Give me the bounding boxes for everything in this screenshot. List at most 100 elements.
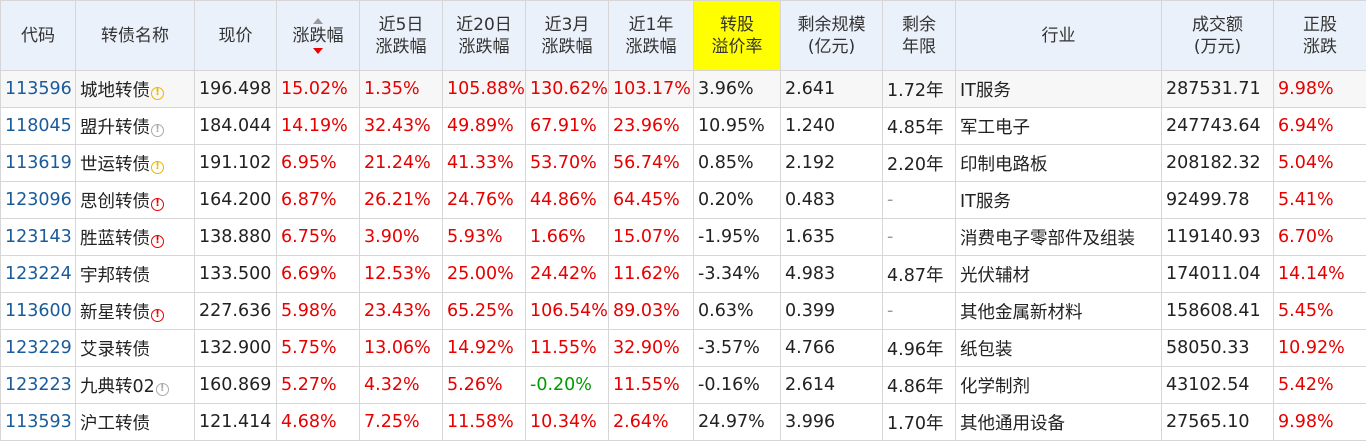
cell-name[interactable]: 宇邦转债 — [75, 255, 195, 293]
cell-stock: 5.45% — [1273, 292, 1366, 330]
cell-chg20d: 5.26% — [442, 366, 526, 404]
col-header-premium[interactable]: 转股 溢价率 — [693, 0, 781, 71]
info-icon[interactable]: ! — [151, 123, 164, 137]
cell-name[interactable]: 艾录转债 — [75, 329, 195, 367]
cell-code[interactable]: 123224 — [0, 255, 76, 293]
col-header-chg20d[interactable]: 近20日 涨跌幅 — [442, 0, 526, 71]
cell-years: 1.72年 — [882, 70, 956, 108]
header-line: 剩余规模 — [797, 14, 866, 35]
info-icon[interactable]: ! — [151, 234, 164, 248]
cell-code[interactable]: 113593 — [0, 403, 76, 441]
col-header-chg3m[interactable]: 近3月 涨跌幅 — [525, 0, 609, 71]
bond-name[interactable]: 沪工转债 — [80, 413, 150, 434]
cell-years: - — [882, 292, 956, 330]
cell-code[interactable]: 113619 — [0, 144, 76, 182]
col-header-industry[interactable]: 行业 — [955, 0, 1162, 71]
table-row[interactable]: 123223 九典转02! 160.869 5.27% 4.32% 5.26% -0.20%… — [0, 366, 1366, 404]
bond-name[interactable]: 艾录转债 — [80, 339, 150, 360]
table-row[interactable]: 113596 城地转债! 196.498 15.02% 1.35% 105.88% 130.… — [0, 70, 1366, 108]
bond-name[interactable]: 九典转02 — [80, 376, 155, 397]
table-row[interactable]: 113593 沪工转债 121.414 4.68% 7.25% 11.58% 10.34% 2… — [0, 403, 1366, 441]
bond-name[interactable]: 城地转债 — [80, 80, 150, 101]
cell-scale: 3.996 — [780, 403, 883, 441]
col-header-chg5d[interactable]: 近5日 涨跌幅 — [359, 0, 443, 71]
cell-code[interactable]: 123096 — [0, 181, 76, 219]
col-header-stock-change[interactable]: 正股 涨跌 — [1273, 0, 1366, 71]
bond-name[interactable]: 思创转债 — [80, 191, 150, 212]
cell-name[interactable]: 思创转债! — [75, 181, 195, 219]
cell-industry: 军工电子 — [955, 107, 1162, 145]
cell-code[interactable]: 123229 — [0, 329, 76, 367]
header-line: 年限 — [902, 36, 936, 57]
sort-up-icon[interactable] — [313, 17, 323, 24]
cell-premium: 0.85% — [693, 144, 781, 182]
info-icon[interactable]: ! — [155, 382, 169, 396]
cell-name[interactable]: 新星转债! — [75, 292, 195, 330]
cell-industry: IT服务 — [955, 70, 1162, 108]
col-header-change[interactable]: 涨跌幅 — [276, 0, 360, 71]
col-header-years[interactable]: 剩余 年限 — [882, 0, 956, 71]
cell-code[interactable]: 123223 — [0, 366, 76, 404]
cell-chg3m: 106.54% — [525, 292, 609, 330]
cell-price: 164.200 — [194, 181, 277, 219]
cell-industry: 其他金属新材料 — [955, 292, 1162, 330]
header-line: 涨跌幅 — [625, 36, 677, 57]
cell-name[interactable]: 胜蓝转债! — [75, 218, 195, 256]
header-line: 剩余 — [902, 14, 936, 35]
col-header-name[interactable]: 转债名称 — [75, 0, 195, 71]
col-header-price[interactable]: 现价 — [194, 0, 277, 71]
table-row[interactable]: 113619 世运转债! 191.102 6.95% 21.24% 41.33% 53.70… — [0, 144, 1366, 182]
info-icon[interactable]: ! — [151, 160, 164, 174]
col-header-scale[interactable]: 剩余规模 (亿元) — [780, 0, 883, 71]
table-row[interactable]: 123224 宇邦转债 133.500 6.69% 12.53% 25.00% 24.42%… — [0, 255, 1366, 293]
cell-chg1y: 11.55% — [608, 366, 694, 404]
cell-chg20d: 49.89% — [442, 107, 526, 145]
cell-name[interactable]: 盟升转债! — [75, 107, 195, 145]
cell-code[interactable]: 113600 — [0, 292, 76, 330]
cell-code[interactable]: 113596 — [0, 70, 76, 108]
header-line: 近1年 — [628, 14, 674, 35]
cell-name[interactable]: 九典转02! — [75, 366, 195, 404]
cell-stock: 6.94% — [1273, 107, 1366, 145]
table-row[interactable]: 123143 胜蓝转债! 138.880 6.75% 3.90% 5.93% 1.66% 15… — [0, 218, 1366, 256]
cell-chg20d: 65.25% — [442, 292, 526, 330]
col-header-code[interactable]: 代码 — [0, 0, 76, 71]
bond-name[interactable]: 世运转债 — [80, 154, 150, 175]
cell-code[interactable]: 123143 — [0, 218, 76, 256]
cell-stock: 5.41% — [1273, 181, 1366, 219]
info-icon[interactable]: ! — [151, 86, 164, 100]
cell-name[interactable]: 沪工转债 — [75, 403, 195, 441]
header-line: 溢价率 — [711, 36, 763, 57]
bond-name[interactable]: 胜蓝转债 — [80, 228, 150, 249]
cell-scale: 2.614 — [780, 366, 883, 404]
cell-stock: 5.04% — [1273, 144, 1366, 182]
cell-industry: 纸包装 — [955, 329, 1162, 367]
header-line: 正股 — [1303, 14, 1337, 35]
col-header-chg1y[interactable]: 近1年 涨跌幅 — [608, 0, 694, 71]
sort-down-icon[interactable] — [313, 47, 323, 54]
cell-premium: -3.34% — [693, 255, 781, 293]
cell-chg20d: 14.92% — [442, 329, 526, 367]
header-line: 涨跌 — [1303, 36, 1337, 57]
table-row[interactable]: 123229 艾录转债 132.900 5.75% 13.06% 14.92% 11.55%… — [0, 329, 1366, 367]
table-row[interactable]: 123096 思创转债! 164.200 6.87% 26.21% 24.76% 44.86… — [0, 181, 1366, 219]
bond-name[interactable]: 盟升转债 — [80, 117, 150, 138]
col-header-turnover[interactable]: 成交额 (万元) — [1161, 0, 1274, 71]
cell-code[interactable]: 118045 — [0, 107, 76, 145]
info-icon[interactable]: ! — [151, 197, 164, 211]
table-header-row: 代码 转债名称 现价 涨跌幅 近5日 涨跌幅 近20日 涨跌幅 近3月 涨跌幅 近1年… — [0, 0, 1366, 71]
bond-name[interactable]: 新星转债 — [80, 302, 150, 323]
cell-price: 121.414 — [194, 403, 277, 441]
cell-chg5d: 3.90% — [359, 218, 443, 256]
table-row[interactable]: 118045 盟升转债! 184.044 14.19% 32.43% 49.89% 67.9… — [0, 107, 1366, 145]
cell-name[interactable]: 世运转债! — [75, 144, 195, 182]
cell-change: 6.69% — [276, 255, 360, 293]
cell-name[interactable]: 城地转债! — [75, 70, 195, 108]
cell-scale: 4.983 — [780, 255, 883, 293]
cell-chg5d: 23.43% — [359, 292, 443, 330]
table-row[interactable]: 113600 新星转债! 227.636 5.98% 23.43% 65.25% 106.5… — [0, 292, 1366, 330]
cell-stock: 10.92% — [1273, 329, 1366, 367]
bond-name[interactable]: 宇邦转债 — [80, 265, 150, 286]
info-icon[interactable]: ! — [151, 308, 164, 322]
cell-industry: 其他通用设备 — [955, 403, 1162, 441]
